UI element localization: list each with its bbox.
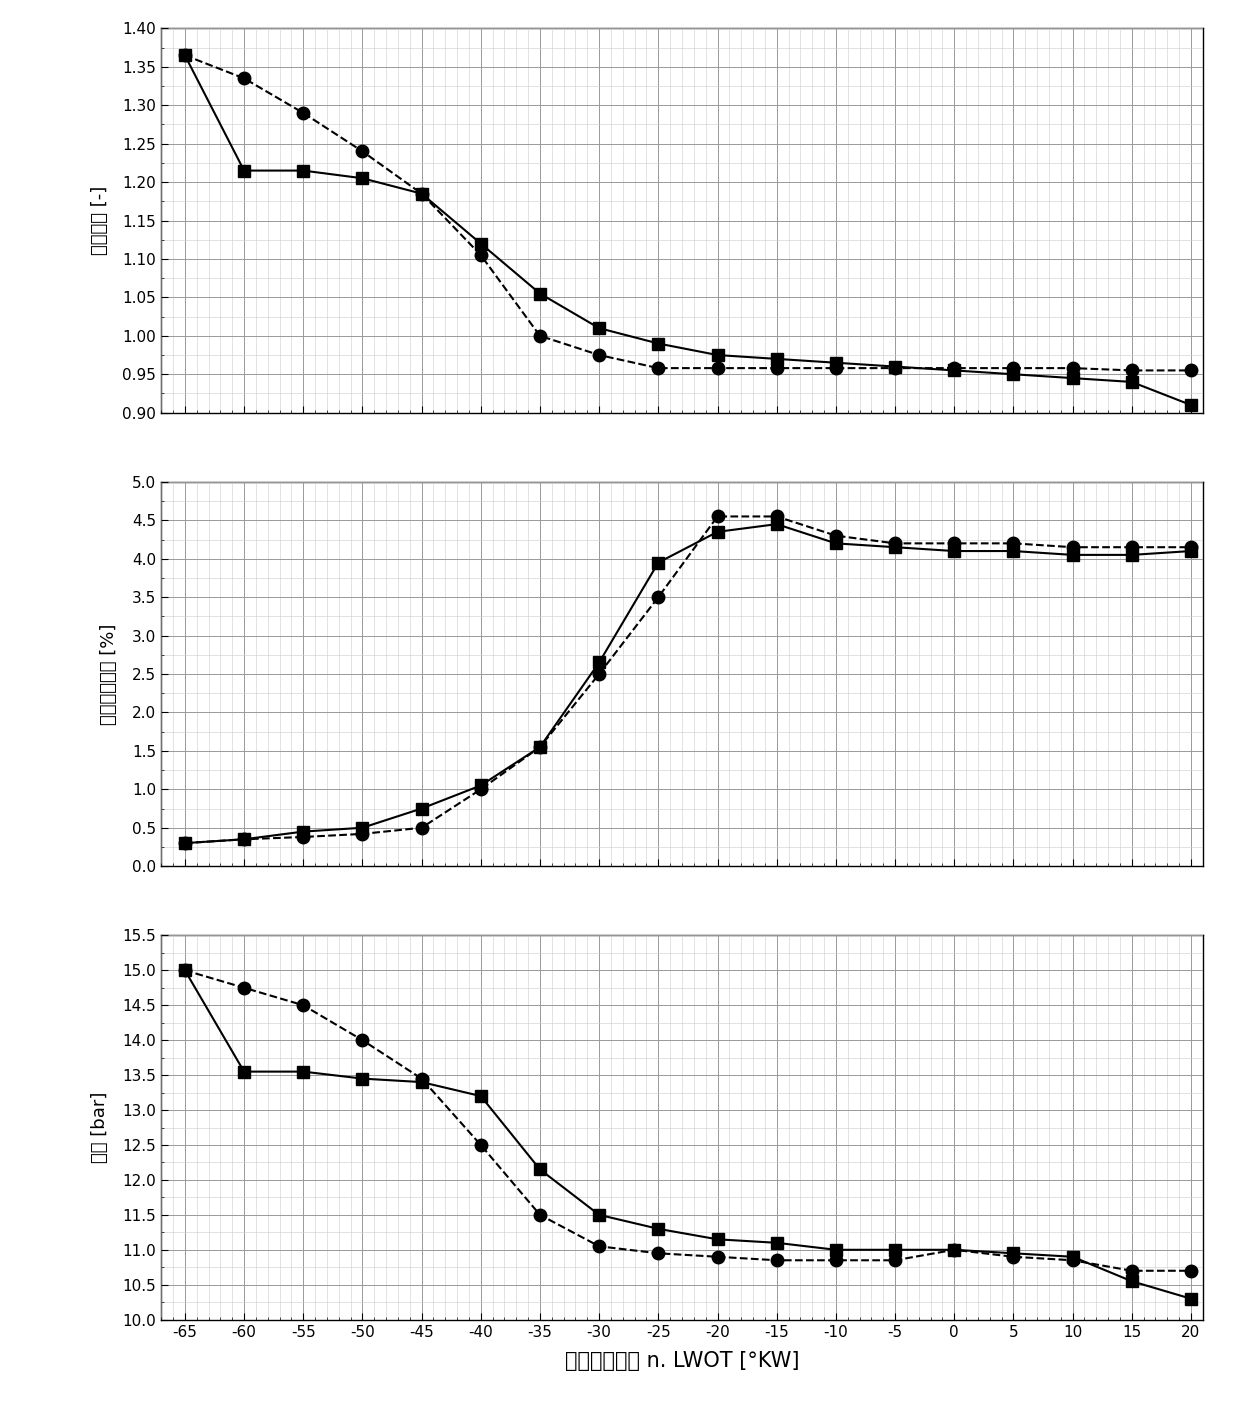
Y-axis label: 气压 [bar]: 气压 [bar] — [91, 1091, 109, 1164]
Y-axis label: 充气程度 [-]: 充气程度 [-] — [91, 186, 109, 255]
X-axis label: 位置进气打开 n. LWOT [°KW]: 位置进气打开 n. LWOT [°KW] — [564, 1351, 800, 1371]
Y-axis label: 残余废气含量 [%]: 残余废气含量 [%] — [100, 623, 118, 725]
